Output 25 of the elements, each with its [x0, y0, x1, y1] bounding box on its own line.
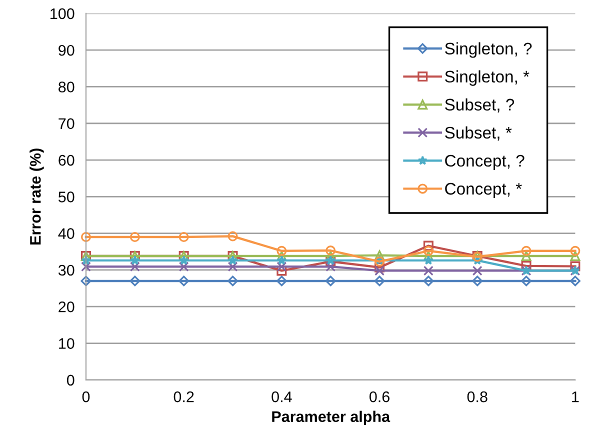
x-axis-title: Parameter alpha [272, 410, 390, 426]
y-tick-label: 60 [58, 154, 74, 166]
legend-label: Subset, * [445, 126, 512, 141]
x-tick-label: 0.4 [272, 391, 292, 402]
x-tick-label: 0.8 [467, 391, 488, 402]
y-axis-title: Error rate (%) [30, 148, 44, 244]
y-tick-label: 10 [59, 338, 74, 349]
y-tick-label: 20 [58, 301, 74, 312]
y-tick-label: 30 [58, 264, 74, 276]
x-tick-label: 0.2 [174, 391, 194, 402]
y-tick-label: 90 [58, 44, 74, 56]
legend-label: Singleton, * [445, 70, 530, 86]
y-tick-label: 0 [66, 374, 74, 386]
legend-label: Concept, ? [445, 154, 524, 170]
y-tick-label: 80 [58, 82, 74, 92]
y-tick-label: 50 [58, 192, 74, 202]
legend-label: Singleton, ? [445, 42, 532, 58]
x-tick-label: 1 [572, 392, 579, 402]
legend-label: Subset, ? [445, 98, 514, 113]
y-tick-label: 100 [50, 8, 74, 20]
legend-label: Concept, * [445, 182, 522, 198]
y-tick-label: 70 [58, 118, 74, 130]
x-tick-label: 0.6 [370, 391, 390, 402]
y-tick-label: 40 [58, 228, 74, 240]
x-tick-label: 0 [82, 391, 90, 402]
